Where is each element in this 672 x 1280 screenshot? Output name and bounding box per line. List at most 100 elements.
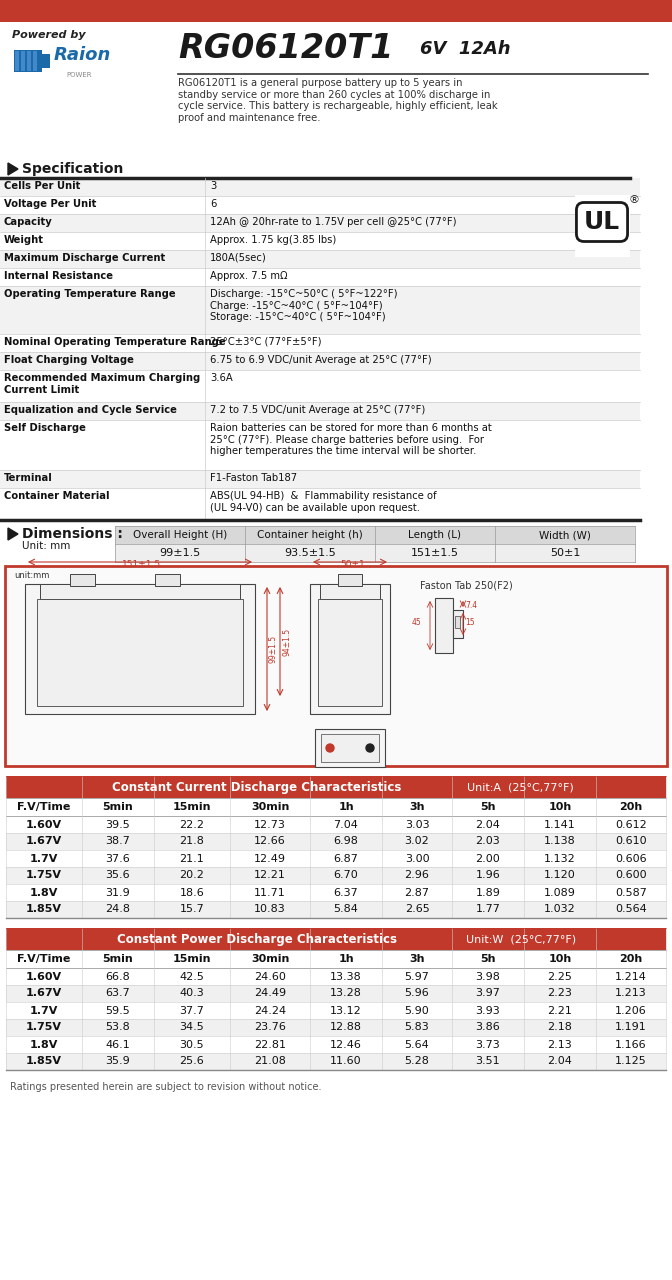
Text: 3.98: 3.98 bbox=[476, 972, 501, 982]
Text: 3.51: 3.51 bbox=[476, 1056, 501, 1066]
Bar bbox=[14, 50, 42, 72]
Circle shape bbox=[366, 744, 374, 751]
Bar bbox=[6, 850, 666, 867]
Text: 2.18: 2.18 bbox=[548, 1023, 573, 1033]
Bar bbox=[0, 352, 640, 370]
Text: 1.089: 1.089 bbox=[544, 887, 576, 897]
Bar bbox=[15, 51, 19, 70]
Text: Unit:A  (25°C,77°F): Unit:A (25°C,77°F) bbox=[468, 782, 574, 792]
Bar bbox=[0, 420, 640, 470]
Text: 6.70: 6.70 bbox=[333, 870, 358, 881]
Text: F.V/Time: F.V/Time bbox=[17, 803, 71, 812]
Text: 2.13: 2.13 bbox=[548, 1039, 573, 1050]
Text: 5.97: 5.97 bbox=[405, 972, 429, 982]
Text: 13.38: 13.38 bbox=[330, 972, 362, 982]
Text: 1.191: 1.191 bbox=[615, 1023, 647, 1033]
Bar bbox=[0, 470, 640, 488]
Polygon shape bbox=[8, 163, 18, 175]
Text: 1.75V: 1.75V bbox=[26, 870, 62, 881]
Text: 21.08: 21.08 bbox=[254, 1056, 286, 1066]
Text: 24.49: 24.49 bbox=[254, 988, 286, 998]
Text: 30.5: 30.5 bbox=[179, 1039, 204, 1050]
Text: 20h: 20h bbox=[620, 954, 642, 964]
Bar bbox=[115, 544, 635, 562]
Text: 7.2 to 7.5 VDC/unit Average at 25°C (77°F): 7.2 to 7.5 VDC/unit Average at 25°C (77°… bbox=[210, 404, 425, 415]
Bar bbox=[6, 817, 666, 833]
Text: 24.8: 24.8 bbox=[106, 905, 130, 914]
Bar bbox=[33, 51, 37, 70]
Bar bbox=[338, 573, 362, 586]
Text: 7.04: 7.04 bbox=[333, 819, 358, 829]
Text: 2.87: 2.87 bbox=[405, 887, 429, 897]
Text: ®: ® bbox=[628, 195, 639, 205]
Bar bbox=[25, 584, 255, 714]
Text: 37.6: 37.6 bbox=[106, 854, 130, 864]
Bar bbox=[0, 232, 640, 250]
Text: Weight: Weight bbox=[4, 236, 44, 244]
Text: 35.6: 35.6 bbox=[106, 870, 130, 881]
Bar bbox=[0, 0, 672, 22]
Bar bbox=[0, 196, 640, 214]
Bar bbox=[6, 776, 666, 797]
Text: 31.9: 31.9 bbox=[106, 887, 130, 897]
Text: Faston Tab 250(F2): Faston Tab 250(F2) bbox=[420, 580, 513, 590]
Text: 3.97: 3.97 bbox=[476, 988, 501, 998]
Text: 24.24: 24.24 bbox=[254, 1006, 286, 1015]
Bar bbox=[6, 901, 666, 918]
Text: 0.610: 0.610 bbox=[615, 837, 647, 846]
Text: 99±1.5: 99±1.5 bbox=[159, 548, 201, 558]
Text: 42.5: 42.5 bbox=[179, 972, 204, 982]
Bar bbox=[6, 1053, 666, 1070]
Text: Approx. 1.75 kg(3.85 lbs): Approx. 1.75 kg(3.85 lbs) bbox=[210, 236, 336, 244]
Text: 5.64: 5.64 bbox=[405, 1039, 429, 1050]
Text: 2.21: 2.21 bbox=[548, 1006, 573, 1015]
Bar bbox=[0, 285, 640, 334]
Bar bbox=[155, 573, 180, 586]
Polygon shape bbox=[8, 527, 18, 540]
Bar bbox=[0, 402, 640, 420]
Text: 22.81: 22.81 bbox=[254, 1039, 286, 1050]
Text: Overall Height (H): Overall Height (H) bbox=[133, 530, 227, 540]
Text: 3h: 3h bbox=[409, 803, 425, 812]
Text: 7.4: 7.4 bbox=[465, 602, 477, 611]
Text: 1.60V: 1.60V bbox=[26, 972, 62, 982]
Text: Width (W): Width (W) bbox=[539, 530, 591, 540]
Bar bbox=[6, 884, 666, 901]
Text: 5.90: 5.90 bbox=[405, 1006, 429, 1015]
Bar bbox=[5, 566, 667, 765]
Text: 18.6: 18.6 bbox=[179, 887, 204, 897]
Bar bbox=[0, 22, 672, 170]
Text: ABS(UL 94-HB)  &  Flammability resistance of
(UL 94-V0) can be available upon re: ABS(UL 94-HB) & Flammability resistance … bbox=[210, 492, 437, 512]
Bar bbox=[6, 1002, 666, 1019]
Text: 30min: 30min bbox=[251, 954, 289, 964]
Text: 12.46: 12.46 bbox=[330, 1039, 362, 1050]
Text: 1.67V: 1.67V bbox=[26, 837, 62, 846]
Text: 0.612: 0.612 bbox=[615, 819, 647, 829]
Text: 1.7V: 1.7V bbox=[30, 854, 58, 864]
Text: Raion: Raion bbox=[54, 46, 112, 64]
Bar bbox=[115, 526, 635, 544]
Text: Operating Temperature Range: Operating Temperature Range bbox=[4, 289, 175, 300]
Text: 6.37: 6.37 bbox=[333, 887, 358, 897]
Text: 13.12: 13.12 bbox=[330, 1006, 362, 1015]
Text: 59.5: 59.5 bbox=[106, 1006, 130, 1015]
Text: 1.166: 1.166 bbox=[615, 1039, 647, 1050]
Bar bbox=[21, 51, 25, 70]
Text: Float Charging Voltage: Float Charging Voltage bbox=[4, 355, 134, 365]
Bar bbox=[6, 950, 666, 968]
Text: 1.120: 1.120 bbox=[544, 870, 576, 881]
Text: 66.8: 66.8 bbox=[106, 972, 130, 982]
Text: Equalization and Cycle Service: Equalization and Cycle Service bbox=[4, 404, 177, 415]
Bar bbox=[27, 51, 31, 70]
Text: 1.77: 1.77 bbox=[476, 905, 501, 914]
Text: 20h: 20h bbox=[620, 803, 642, 812]
Text: 39.5: 39.5 bbox=[106, 819, 130, 829]
Text: 3.93: 3.93 bbox=[476, 1006, 501, 1015]
Text: 1.206: 1.206 bbox=[615, 1006, 647, 1015]
Text: 10h: 10h bbox=[548, 954, 572, 964]
Bar bbox=[6, 833, 666, 850]
Text: 6V  12Ah: 6V 12Ah bbox=[420, 40, 511, 58]
Text: Container height (h): Container height (h) bbox=[257, 530, 363, 540]
Bar bbox=[320, 584, 380, 599]
Bar bbox=[0, 488, 640, 520]
